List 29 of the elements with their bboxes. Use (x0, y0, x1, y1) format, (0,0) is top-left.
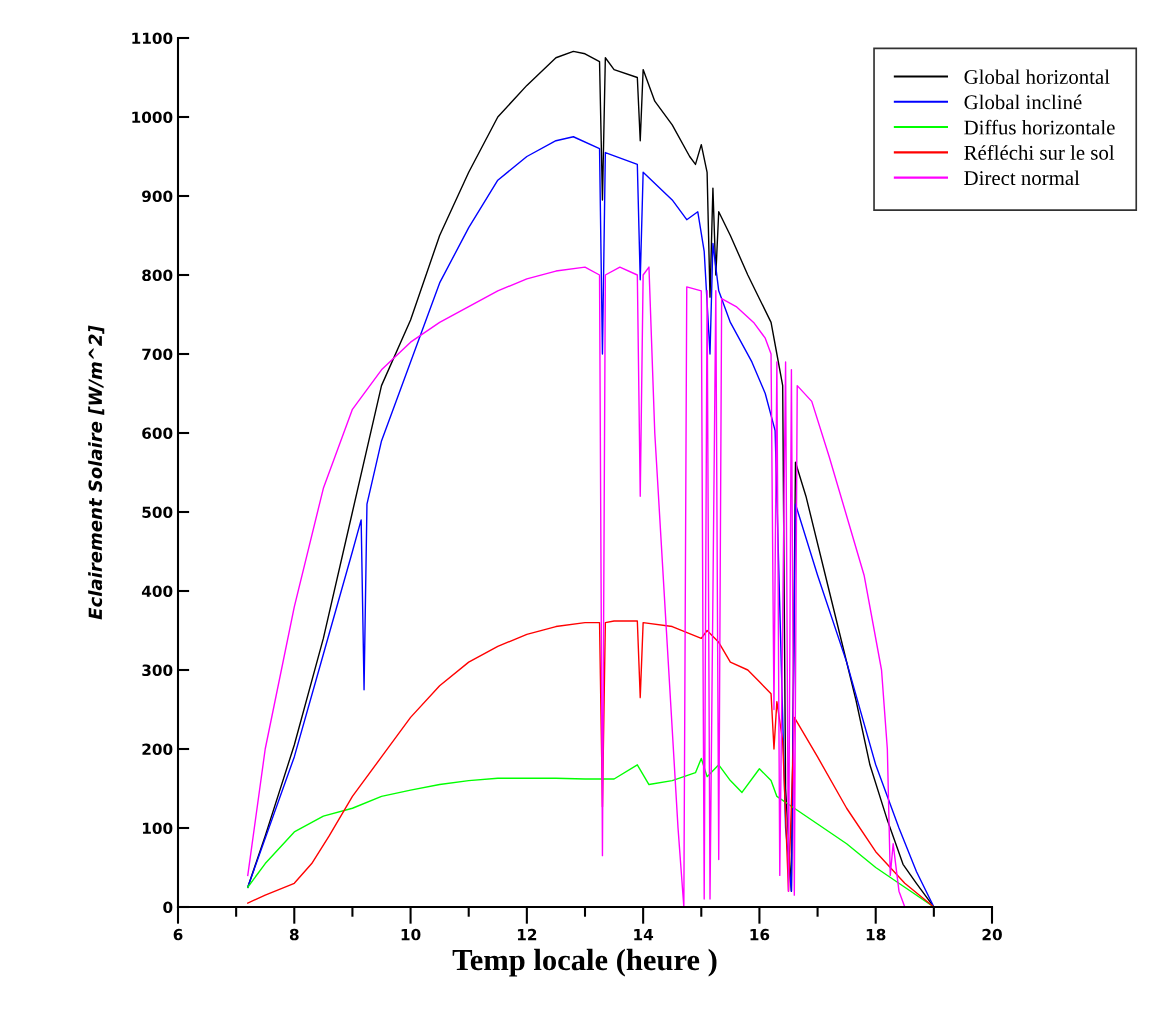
legend-label: Global incliné (964, 94, 1082, 110)
y-tick-label: 900 (142, 190, 173, 203)
x-tick-label: 10 (401, 928, 421, 941)
y-tick-label: 500 (142, 506, 173, 519)
line-series (247, 266, 906, 907)
line-series (247, 620, 935, 907)
legend-label: Diffus horizontale (964, 119, 1115, 135)
x-tick-label: 6 (173, 928, 183, 941)
x-tick-label: 12 (517, 928, 537, 941)
y-axis-title: Eclairement Solaire [W/m^2] (88, 325, 105, 620)
y-tick-label: 800 (142, 269, 173, 282)
y-tick-label: 1100 (132, 32, 173, 45)
y-tick-label: 400 (141, 585, 173, 598)
x-tick-label: 16 (750, 928, 770, 941)
y-tick-label: 100 (142, 822, 173, 835)
x-tick-label: 18 (866, 928, 886, 941)
y-tick-label: 300 (142, 664, 173, 677)
legend-label: Global horizontal (964, 69, 1110, 85)
y-tick-label: 600 (142, 427, 173, 440)
y-tick-label: 200 (142, 743, 173, 756)
legend-label: Réfléchi sur le sol (964, 144, 1115, 160)
y-tick-label: 0 (163, 901, 173, 914)
y-tick-label: 700 (142, 348, 173, 361)
legend-label: Direct normal (964, 170, 1080, 186)
y-tick-label: 1000 (132, 111, 173, 124)
x-axis-title: Temp locale (heure ) (452, 948, 717, 977)
x-tick-label: 20 (982, 928, 1002, 941)
x-tick-label: 14 (634, 929, 654, 941)
x-tick-label: 8 (289, 928, 299, 941)
